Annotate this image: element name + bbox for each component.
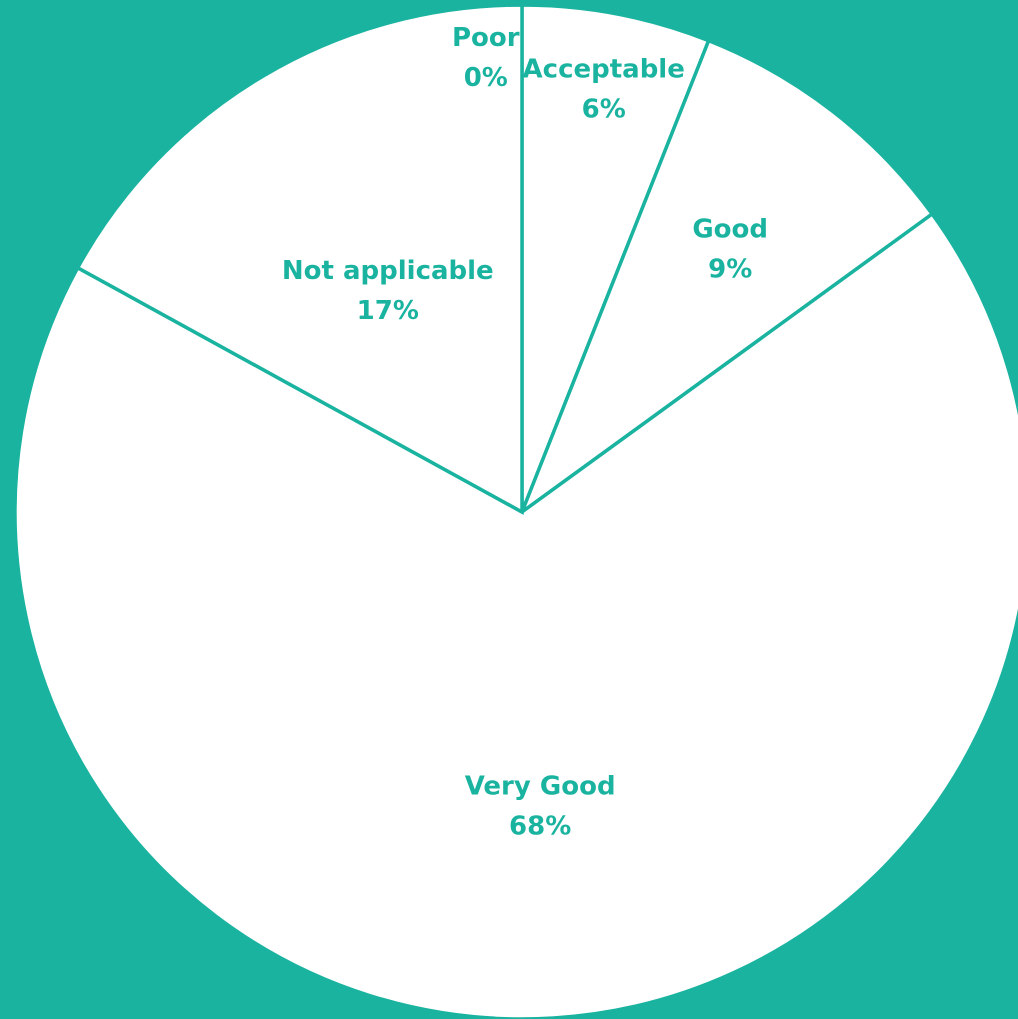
category-label-poor: Poor <box>452 23 520 53</box>
pie-slice-very-good <box>13 211 1018 1019</box>
data-label-poor: Poor 0% <box>452 23 520 93</box>
category-label-acceptable: Acceptable <box>523 55 685 85</box>
data-label-acceptable: Acceptable 6% <box>523 55 685 125</box>
pie-slice-acceptable <box>520 3 711 513</box>
category-label-not-applicable: Not applicable <box>282 256 494 286</box>
category-label-good: Good <box>692 215 768 245</box>
percent-label-not-applicable: 17% <box>357 296 419 326</box>
pie-slice-not-applicable <box>75 3 524 515</box>
percent-label-acceptable: 6% <box>582 95 626 125</box>
data-label-very-good: Very Good 68% <box>465 771 616 841</box>
pie-slice-good <box>518 38 935 517</box>
percent-label-poor: 0% <box>464 63 508 93</box>
category-label-very-good: Very Good <box>465 771 616 801</box>
percent-label-good: 9% <box>708 255 752 285</box>
data-label-not-applicable: Not applicable 17% <box>282 256 494 326</box>
pie-slices <box>13 3 1018 1019</box>
pie-labels: Poor 0% Acceptable 6% Good 9% Very Good 68% Not … <box>282 23 768 841</box>
data-label-good: Good 9% <box>692 215 768 285</box>
percent-label-very-good: 68% <box>509 811 571 841</box>
